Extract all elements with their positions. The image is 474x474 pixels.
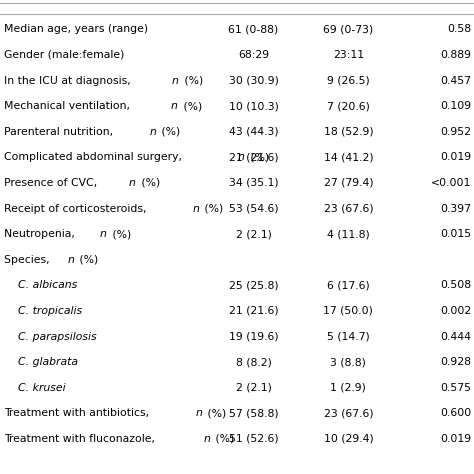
Text: n: n [192,203,199,214]
Text: n: n [172,75,179,86]
Text: 21 (21.6): 21 (21.6) [229,152,278,163]
Text: n: n [196,408,202,419]
Text: Treatment with antibiotics,: Treatment with antibiotics, [4,408,153,419]
Text: n: n [171,101,178,111]
Text: Presence of CVC,: Presence of CVC, [4,178,100,188]
Text: (%): (%) [109,229,131,239]
Text: Median age, years (range): Median age, years (range) [4,24,148,35]
Text: 69 (0-73): 69 (0-73) [323,24,374,35]
Text: C. tropicalis: C. tropicalis [18,306,82,316]
Text: 53 (54.6): 53 (54.6) [229,203,278,214]
Text: In the ICU at diagnosis,: In the ICU at diagnosis, [4,75,134,86]
Text: 51 (52.6): 51 (52.6) [229,434,278,444]
Text: 0.002: 0.002 [440,306,472,316]
Text: 68:29: 68:29 [238,50,269,60]
Text: 0.019: 0.019 [440,434,472,444]
Text: C. glabrata: C. glabrata [18,357,78,367]
Text: 17 (50.0): 17 (50.0) [323,306,374,316]
Text: 10 (29.4): 10 (29.4) [324,434,373,444]
Text: 2 (2.1): 2 (2.1) [236,229,272,239]
Text: 3 (8.8): 3 (8.8) [330,357,366,367]
Text: 19 (19.6): 19 (19.6) [229,331,278,342]
Text: 27 (79.4): 27 (79.4) [324,178,373,188]
Text: Parenteral nutrition,: Parenteral nutrition, [4,127,117,137]
Text: 23 (67.6): 23 (67.6) [324,408,373,419]
Text: Receipt of corticosteroids,: Receipt of corticosteroids, [4,203,150,214]
Text: Mechanical ventilation,: Mechanical ventilation, [4,101,133,111]
Text: 0.508: 0.508 [440,280,472,291]
Text: 10 (10.3): 10 (10.3) [228,101,279,111]
Text: 18 (52.9): 18 (52.9) [324,127,373,137]
Text: (%): (%) [212,434,234,444]
Text: 23 (67.6): 23 (67.6) [324,203,373,214]
Text: 9 (26.5): 9 (26.5) [327,75,370,86]
Text: C. krusei: C. krusei [18,383,65,393]
Text: 7 (20.6): 7 (20.6) [327,101,370,111]
Text: 0.928: 0.928 [441,357,472,367]
Text: n: n [67,255,74,265]
Text: Gender (male:female): Gender (male:female) [4,50,124,60]
Text: (%): (%) [201,203,223,214]
Text: 0.952: 0.952 [441,127,472,137]
Text: C. parapsilosis: C. parapsilosis [18,331,97,342]
Text: (%): (%) [158,127,180,137]
Text: Neutropenia,: Neutropenia, [4,229,78,239]
Text: 8 (8.2): 8 (8.2) [236,357,272,367]
Text: (%): (%) [137,178,160,188]
Text: Treatment with fluconazole,: Treatment with fluconazole, [4,434,158,444]
Text: 2 (2.1): 2 (2.1) [236,383,272,393]
Text: 21 (21.6): 21 (21.6) [229,306,278,316]
Text: n: n [203,434,210,444]
Text: 5 (14.7): 5 (14.7) [327,331,370,342]
Text: <0.001: <0.001 [431,178,472,188]
Text: n: n [100,229,107,239]
Text: C. albicans: C. albicans [18,280,77,291]
Text: 6 (17.6): 6 (17.6) [327,280,370,291]
Text: 0.58: 0.58 [447,24,472,35]
Text: n: n [128,178,136,188]
Text: (%): (%) [181,75,203,86]
Text: 57 (58.8): 57 (58.8) [229,408,278,419]
Text: 0.575: 0.575 [441,383,472,393]
Text: 43 (44.3): 43 (44.3) [229,127,278,137]
Text: 0.600: 0.600 [440,408,472,419]
Text: 23:11: 23:11 [333,50,364,60]
Text: 0.444: 0.444 [441,331,472,342]
Text: 0.397: 0.397 [441,203,472,214]
Text: (%): (%) [204,408,227,419]
Text: 0.889: 0.889 [441,50,472,60]
Text: 30 (30.9): 30 (30.9) [228,75,279,86]
Text: 0.109: 0.109 [440,101,472,111]
Text: 0.019: 0.019 [440,152,472,163]
Text: 34 (35.1): 34 (35.1) [229,178,278,188]
Text: (%): (%) [180,101,202,111]
Text: 4 (11.8): 4 (11.8) [327,229,370,239]
Text: n: n [149,127,156,137]
Text: (%): (%) [76,255,98,265]
Text: Species,: Species, [4,255,53,265]
Text: 1 (2.9): 1 (2.9) [330,383,366,393]
Text: 25 (25.8): 25 (25.8) [229,280,278,291]
Text: 61 (0-88): 61 (0-88) [228,24,279,35]
Text: n: n [238,152,245,163]
Text: 0.015: 0.015 [440,229,472,239]
Text: 0.457: 0.457 [441,75,472,86]
Text: 14 (41.2): 14 (41.2) [324,152,373,163]
Text: Complicated abdominal surgery,: Complicated abdominal surgery, [4,152,185,163]
Text: (%): (%) [247,152,269,163]
